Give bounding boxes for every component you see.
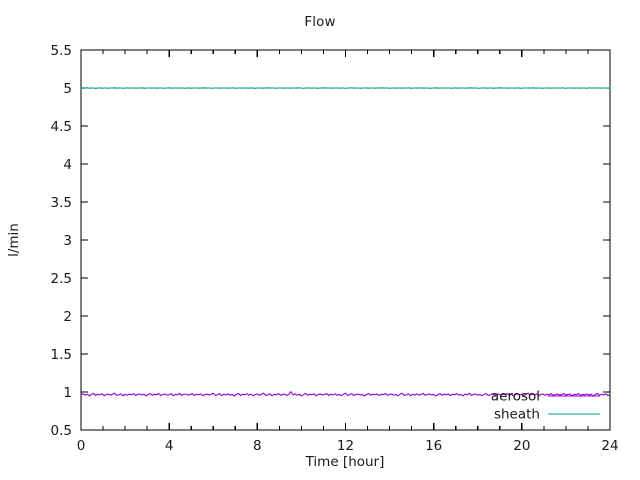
- y-tick-label: 4.5: [51, 119, 72, 135]
- legend-label-sheath: sheath: [494, 407, 540, 423]
- chart-title: Flow: [304, 14, 336, 30]
- legend-label-aerosol: aerosol: [491, 389, 540, 405]
- x-tick-label: 4: [165, 438, 174, 454]
- x-tick-label: 12: [337, 438, 354, 454]
- axis-tick-marks: [80, 49, 611, 431]
- x-tick-label: 8: [253, 438, 262, 454]
- y-tick-label: 5: [63, 81, 72, 97]
- x-tick-label: 24: [601, 438, 618, 454]
- plot-frame: [80, 49, 611, 431]
- y-tick-label: 2: [63, 309, 72, 325]
- y-tick-label: 5.5: [51, 43, 72, 59]
- y-tick-label: 1: [63, 385, 72, 401]
- chart-legend: aerosol sheath: [491, 389, 600, 423]
- x-tick-label: 20: [513, 438, 530, 454]
- y-tick-label: 3: [63, 233, 72, 249]
- y-tick-label: 2.5: [51, 271, 72, 287]
- y-axis-title: l/min: [6, 223, 22, 257]
- y-tick-label: 4: [63, 157, 72, 173]
- y-axis-tick-labels: 0.5 1 1.5 2 2.5 3 3.5 4 4.5 5 5.5: [51, 43, 72, 439]
- y-tick-label: 3.5: [51, 195, 72, 211]
- x-axis-tick-labels: 0 4 8 12 16 20 24: [77, 438, 619, 454]
- x-tick-label: 0: [77, 438, 86, 454]
- x-tick-label: 16: [425, 438, 442, 454]
- y-tick-label: 1.5: [51, 347, 72, 363]
- data-series-group: [80, 87, 611, 397]
- series-line-sheath: [80, 87, 611, 90]
- x-axis-title: Time [hour]: [305, 454, 385, 470]
- series-line-aerosol: [80, 391, 611, 397]
- y-tick-label: 0.5: [51, 423, 72, 439]
